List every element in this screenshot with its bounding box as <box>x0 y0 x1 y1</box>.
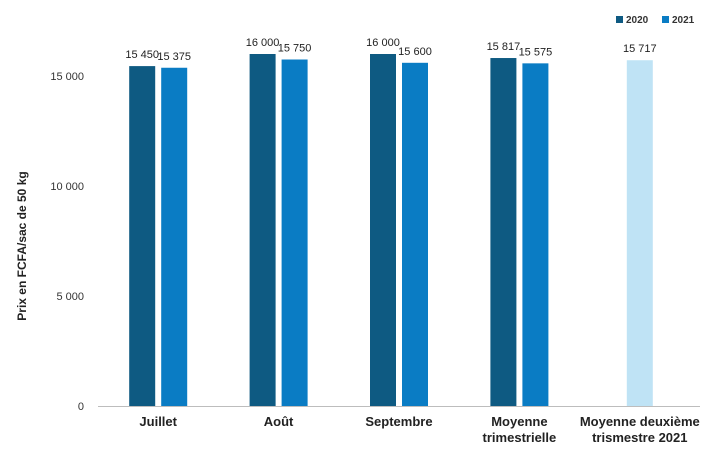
x-category-label: Moyenne <box>491 414 547 429</box>
legend-label-2021: 2021 <box>672 15 695 26</box>
y-tick-label: 10 000 <box>50 181 84 193</box>
data-label: 16 000 <box>366 37 400 49</box>
bar-2021-1 <box>281 59 308 406</box>
y-tick-label: 0 <box>78 401 84 413</box>
legend-label-2020: 2020 <box>626 15 649 26</box>
y-tick-label: 5 000 <box>56 291 84 303</box>
data-label: 15 817 <box>487 41 521 53</box>
x-category-label: Moyenne deuxième <box>580 414 700 429</box>
data-label: 15 600 <box>398 46 432 58</box>
bar-2021-2 <box>402 62 428 407</box>
data-label: 15 750 <box>278 43 312 55</box>
x-category-label: trimestrielle <box>483 430 557 445</box>
bar-2021-0 <box>161 67 188 406</box>
bar-moyenne-4 <box>626 60 653 406</box>
y-axis-title: Prix en FCFA/sac de 50 kg <box>15 171 29 320</box>
y-tick-label: 15 000 <box>50 71 84 83</box>
data-label: 15 450 <box>125 49 159 61</box>
data-label: 16 000 <box>246 37 280 49</box>
bar-2020-3 <box>490 58 517 406</box>
x-category-label: trismestre 2021 <box>592 430 687 445</box>
legend-swatch-2020 <box>616 16 623 23</box>
bar-2020-1 <box>249 54 276 406</box>
bar-2021-3 <box>522 63 549 406</box>
x-category-label: Août <box>264 414 294 429</box>
bar-2020-0 <box>129 66 156 406</box>
data-label: 15 375 <box>157 51 191 63</box>
legend-swatch-2021 <box>662 16 669 23</box>
x-category-label: Juillet <box>139 414 177 429</box>
bar-2020-2 <box>370 54 396 406</box>
x-category-label: Septembre <box>365 414 432 429</box>
data-label: 15 717 <box>623 43 657 55</box>
data-label: 15 575 <box>519 46 553 58</box>
